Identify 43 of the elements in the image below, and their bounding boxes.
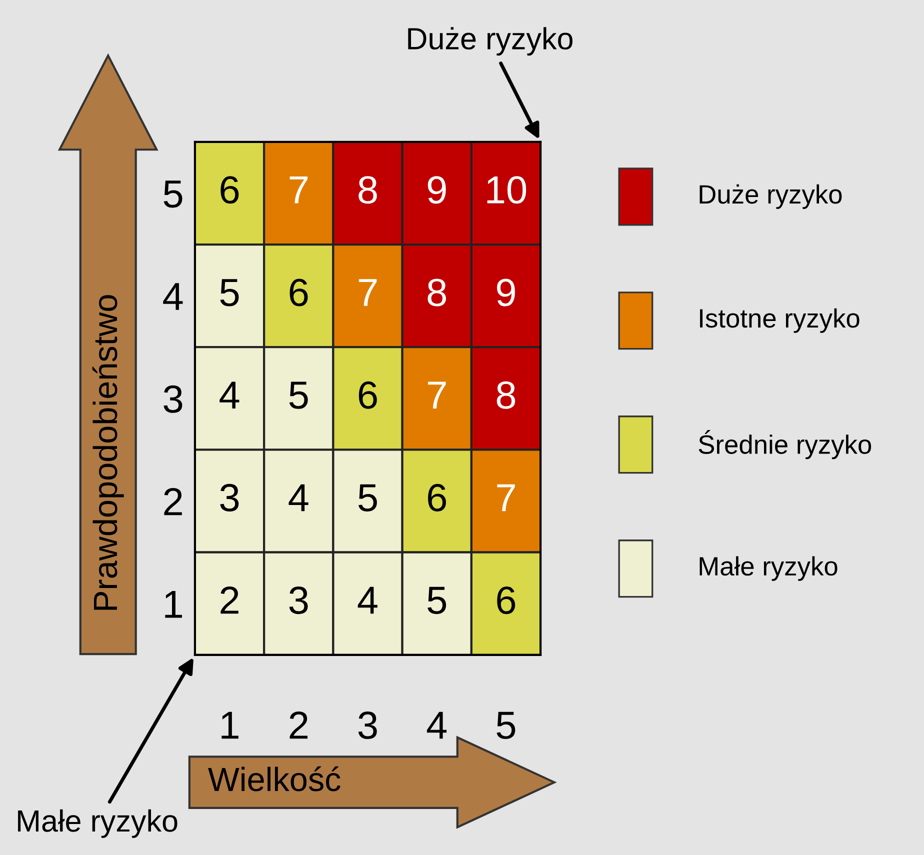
data-label: 5 (358, 484, 377, 512)
data-label: 7 (290, 176, 308, 204)
data-label: 6 (220, 176, 239, 204)
text: Małe ryzyko (700, 556, 838, 581)
data-label: 5 (428, 586, 446, 614)
x-tick-label: 1 (222, 712, 238, 739)
y-tick-label: 2 (164, 488, 182, 516)
y-tick-label: 1 (165, 590, 182, 618)
data-label: 6 (497, 586, 516, 614)
data-label: 5 (220, 279, 239, 306)
x-tick-label: 2 (290, 712, 308, 739)
data-label: 6 (290, 278, 308, 306)
data-label: 3 (220, 484, 239, 512)
data-label: 4 (220, 382, 240, 408)
x-axis-title: Wielkość (208, 766, 340, 792)
data-label: 6 (428, 484, 446, 512)
x-tick-label: 4 (426, 712, 447, 739)
data-label: 3 (289, 586, 308, 614)
y-tick-label: 4 (163, 283, 183, 310)
data-label: 9 (428, 176, 446, 204)
text: Średnie ryzyko (698, 430, 872, 460)
data-label: 5 (289, 382, 308, 409)
data-label: 8 (428, 278, 446, 306)
data-label: 7 (497, 484, 515, 512)
data-label: 10 (487, 176, 526, 204)
data-label: 4 (288, 484, 308, 512)
x-tick-label: 5 (496, 712, 516, 740)
data-label: 4 (358, 586, 378, 614)
data-label: 6 (358, 381, 377, 409)
data-label: 9 (496, 278, 515, 306)
data-label: 7 (428, 382, 446, 408)
text: Duże ryzyko (700, 184, 842, 209)
text: Małe ryzyko (18, 809, 178, 838)
x-tick-label: 3 (358, 712, 377, 740)
data-label: 8 (358, 176, 377, 204)
data-label: 7 (358, 279, 377, 306)
text: Duże ryzyko (408, 27, 572, 56)
y-tick-label: 3 (164, 385, 182, 413)
data-label: 8 (496, 381, 516, 409)
data-label: 2 (220, 586, 238, 614)
text: Istotne ryzyko (700, 308, 860, 333)
y-tick-label: 5 (164, 180, 182, 208)
y-axis-title: Prawdopodobieństwo (92, 295, 124, 610)
